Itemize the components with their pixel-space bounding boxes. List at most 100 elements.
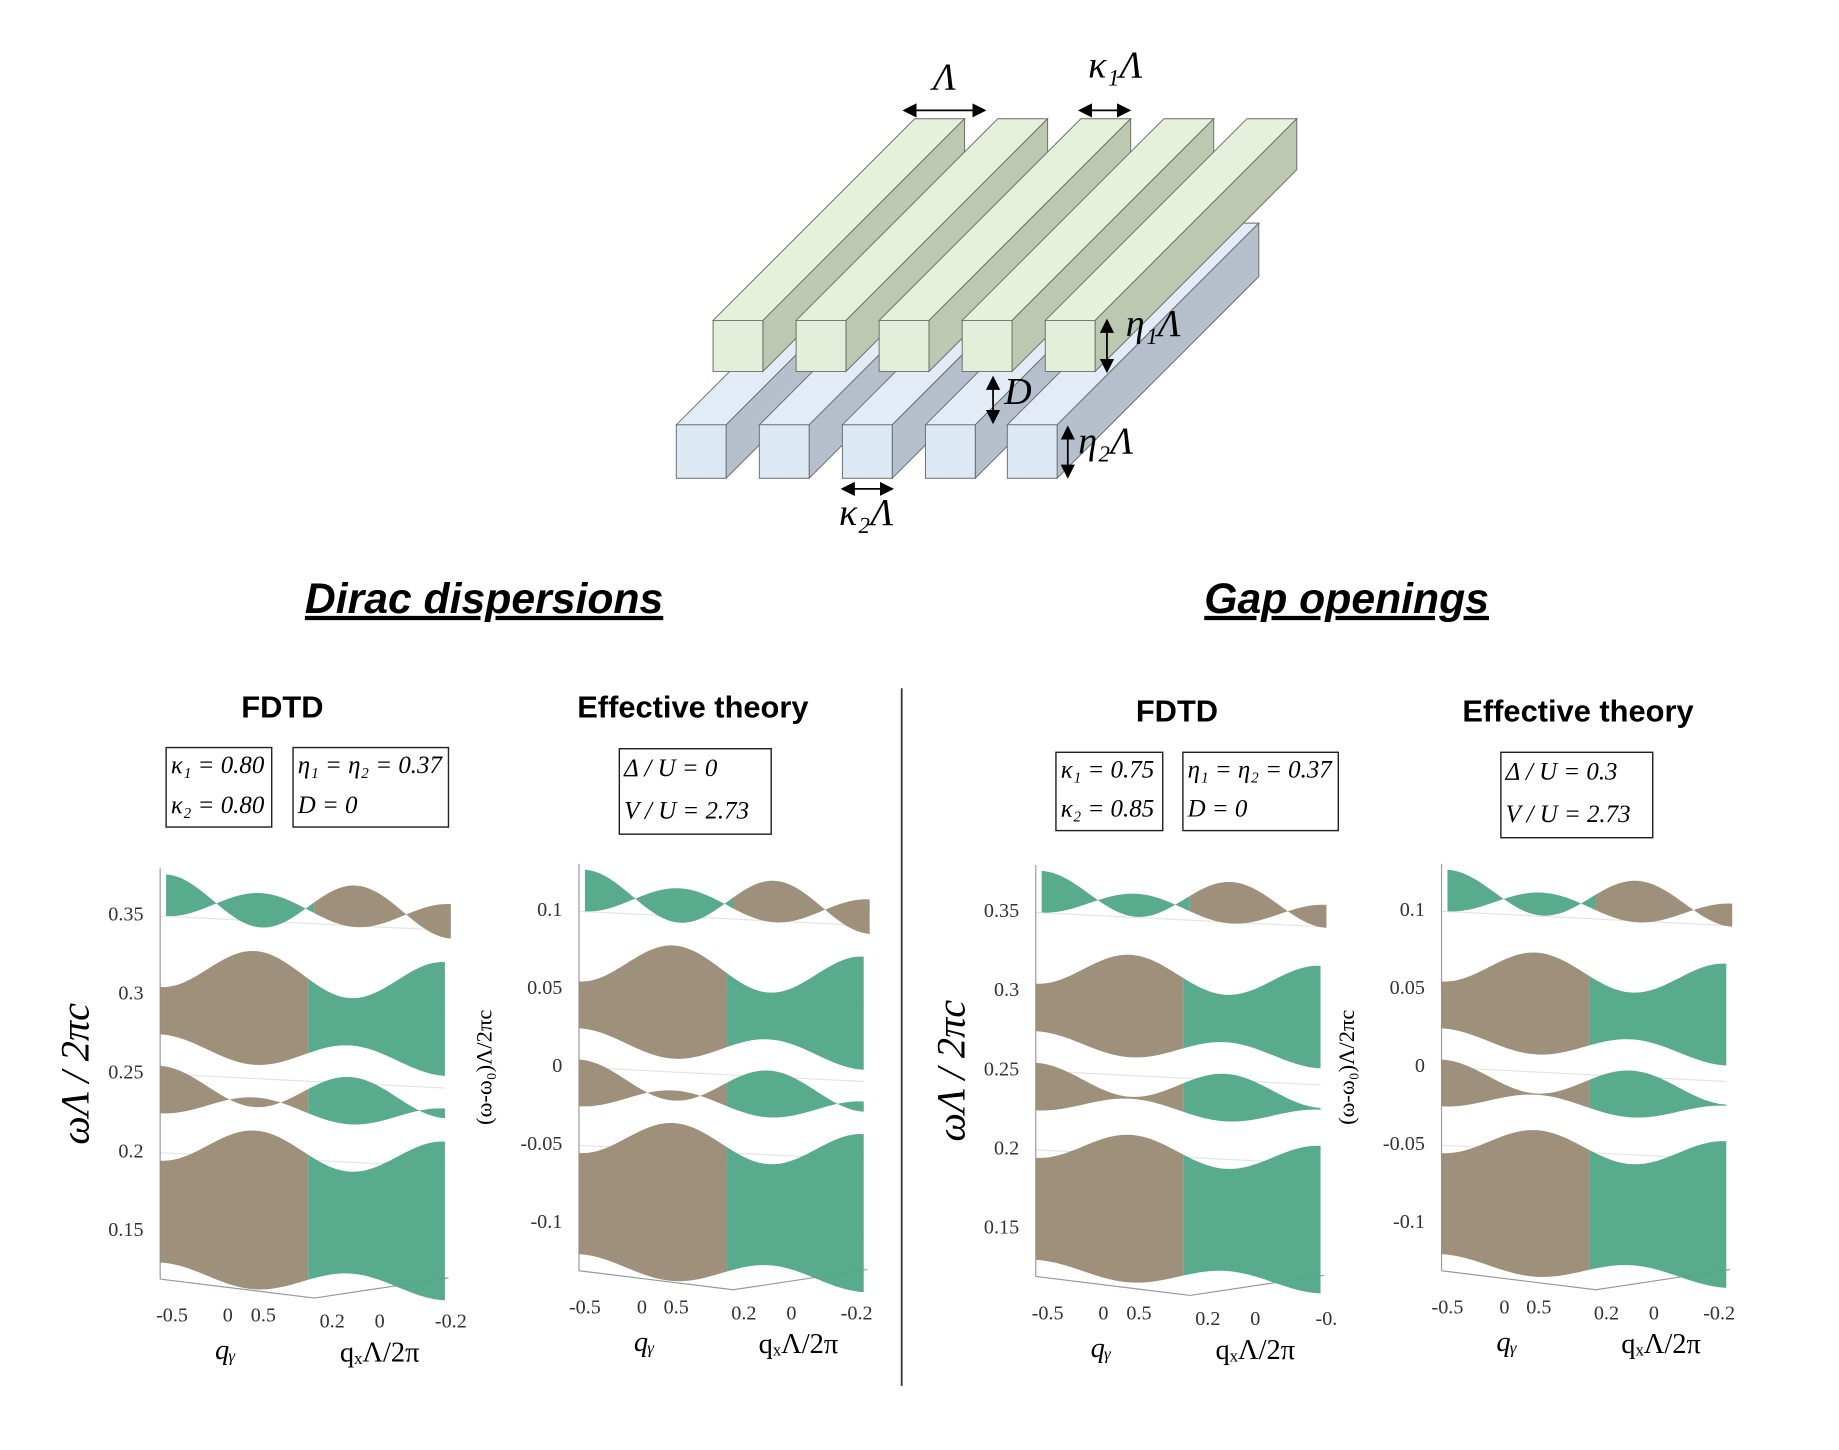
grid-line [160, 915, 445, 931]
parameter-text: Δ / U = 0.3 [1505, 758, 1618, 785]
qy-label: qᵧ [215, 1335, 236, 1366]
qy-tick-label: -0.5 [156, 1305, 188, 1327]
qx-tick-label: -0. [1316, 1308, 1338, 1330]
y-tick-label: 0.25 [984, 1058, 1019, 1080]
parameter-text: η₁ = η₂ = 0.37 [1188, 757, 1334, 784]
panel-title: Effective theory [1462, 693, 1693, 728]
parameter-box [1055, 751, 1164, 832]
qy-tick-label: 0.5 [251, 1305, 276, 1327]
grid-line [160, 1073, 445, 1089]
y-tick-label: -0.05 [1383, 1133, 1425, 1155]
y-tick-label: 0 [1415, 1055, 1425, 1077]
parameter-text: V / U = 2.73 [624, 798, 749, 825]
qx-tick-label: 0.2 [1195, 1308, 1220, 1330]
band-surface [1441, 1130, 1590, 1277]
qy-label: qᵧ [1091, 1333, 1112, 1364]
band-surface [578, 1059, 728, 1107]
band-surface [1035, 1062, 1184, 1112]
band-surface [1441, 1059, 1590, 1108]
y-tick-label: 0.35 [108, 904, 143, 926]
band-surface [1589, 1141, 1727, 1288]
grid-line [1035, 911, 1321, 928]
y-tick-label: 0.3 [994, 979, 1019, 1001]
dimension-label: κ₁Λ [1088, 45, 1142, 87]
band-surface [727, 1070, 864, 1118]
y-tick-label: 0.2 [994, 1137, 1019, 1159]
lower-bar-front [841, 424, 893, 479]
band-surface [1189, 881, 1327, 928]
parameter-box [618, 748, 772, 835]
grid-line [1035, 1070, 1321, 1086]
y-tick-label: 0.3 [118, 983, 143, 1005]
qx-tick-label: 0.2 [731, 1302, 756, 1324]
qy-tick-label: 0 [223, 1305, 233, 1327]
y-tick-label: 0.15 [108, 1219, 143, 1241]
band-surface [732, 880, 870, 934]
qx-label: qₓΛ/2π [1215, 1335, 1295, 1366]
section-title: Gap openings [1204, 575, 1489, 623]
grid-line [1441, 1066, 1727, 1083]
panel-title: FDTD [1136, 693, 1218, 728]
grid-line [578, 910, 864, 927]
band-surface [1447, 869, 1596, 916]
qx-tick-label: 0 [1649, 1302, 1659, 1324]
parameter-text: κ₂ = 0.80 [171, 792, 265, 819]
parameter-box [292, 746, 450, 828]
qx-tick-label: -0.2 [841, 1302, 873, 1324]
y-tick-label: 0.25 [108, 1061, 143, 1083]
parameter-text: D = 0 [297, 792, 358, 819]
band-surface [578, 945, 728, 1059]
qx-tick-label: 0 [375, 1311, 385, 1333]
lower-bar-front [1006, 424, 1058, 479]
band-surface [1035, 1134, 1184, 1283]
panel-title: FDTD [241, 690, 323, 725]
upper-bar-front [1044, 319, 1096, 372]
band-surface [1589, 963, 1727, 1066]
qy-tick-label: 0 [1098, 1302, 1108, 1324]
qy-tick-label: 0.5 [664, 1296, 689, 1318]
parameter-text: D = 0 [1187, 796, 1248, 823]
band-surface [314, 885, 451, 939]
lower-bar-front [924, 424, 976, 479]
qx-tick-label: 0.2 [320, 1311, 345, 1333]
y-tick-label: -0.05 [520, 1133, 562, 1155]
band-surface [1183, 965, 1321, 1069]
upper-bar-front [795, 319, 847, 372]
band-surface [1595, 880, 1733, 927]
section-title: Dirac dispersions [305, 575, 663, 623]
y-tick-label: -0.1 [1393, 1211, 1425, 1233]
parameter-text: Δ / U = 0 [623, 755, 718, 782]
y-tick-label: 0.35 [984, 900, 1019, 922]
qy-tick-label: 0 [637, 1296, 647, 1318]
qx-tick-label: 0 [786, 1302, 796, 1324]
lower-bar-front [758, 424, 810, 479]
y-axis-label: ωΛ / 2πc [53, 1003, 98, 1145]
y-tick-label: 0.15 [984, 1217, 1019, 1239]
band-surface [1441, 952, 1590, 1055]
panel-title: Effective theory [577, 690, 808, 725]
upper-bar-front [878, 319, 930, 372]
y-tick-label: 0.1 [537, 899, 562, 921]
qx-label: qₓΛ/2π [1621, 1329, 1701, 1360]
upper-bar-front [961, 319, 1013, 372]
parameter-text: κ₁ = 0.75 [1061, 757, 1154, 784]
qx-label: qₓΛ/2π [340, 1338, 420, 1369]
qy-label: qᵧ [634, 1327, 655, 1358]
band-surface [308, 1076, 445, 1125]
dimension-label: Λ [930, 56, 956, 98]
band-surface [308, 1141, 445, 1301]
band-surface [160, 950, 309, 1065]
qx-tick-label: -0.2 [1703, 1302, 1735, 1324]
qy-tick-label: -0.5 [1432, 1296, 1464, 1318]
band-surface [727, 1134, 864, 1293]
qx-label: qₓΛ/2π [759, 1329, 839, 1360]
band-surface [166, 874, 315, 928]
y-tick-label: 0.05 [1390, 977, 1425, 999]
parameter-text: κ₁ = 0.80 [171, 752, 265, 779]
parameter-text: V / U = 2.73 [1506, 801, 1631, 828]
band-surface [160, 1065, 309, 1114]
band-surface [1041, 870, 1190, 917]
y-tick-label: -0.1 [530, 1211, 562, 1233]
parameter-text: κ₂ = 0.85 [1061, 796, 1154, 823]
